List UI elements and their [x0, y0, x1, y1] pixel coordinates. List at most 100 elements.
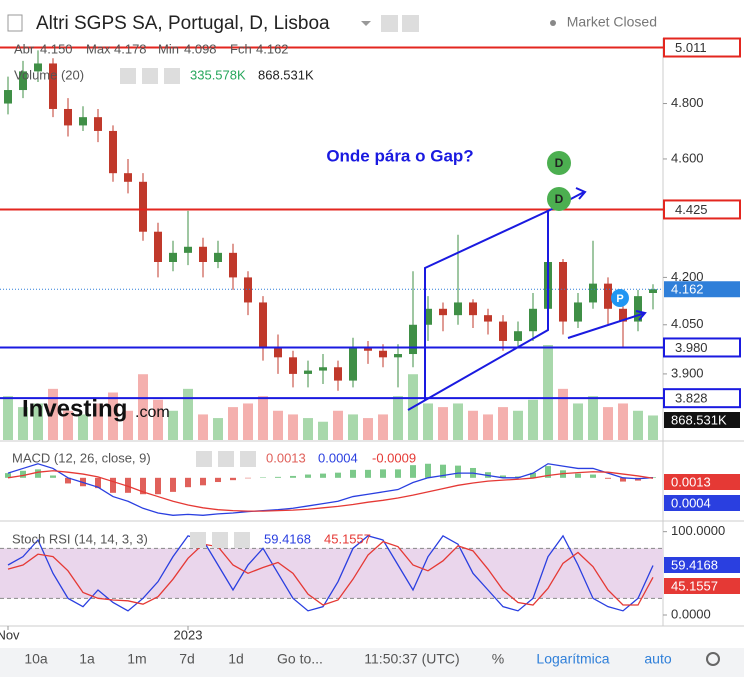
- volume-legend: Volume (20): [14, 67, 84, 82]
- macd-histogram: [230, 477, 236, 481]
- candle-body: [19, 71, 27, 91]
- indicator-title: Stoch RSI (14, 14, 3, 3): [12, 531, 148, 546]
- candle-body: [334, 367, 342, 381]
- macd-histogram: [185, 477, 191, 488]
- status-dot: [550, 20, 556, 26]
- candle-body: [574, 302, 582, 322]
- log-button[interactable]: Logarítmica: [536, 651, 609, 667]
- macd-histogram: [140, 477, 146, 495]
- marker-d[interactable]: [547, 187, 571, 211]
- macd-histogram: [590, 474, 596, 478]
- candle-body: [154, 231, 162, 263]
- settings-icon[interactable]: [381, 15, 398, 32]
- macd-histogram: [5, 473, 11, 478]
- candle-body: [274, 347, 282, 358]
- volume-bar: [18, 407, 28, 440]
- macd-histogram: [620, 477, 626, 482]
- candle-body: [319, 367, 327, 371]
- volume-bar: [138, 374, 148, 440]
- x-tick-label: 2023: [174, 627, 203, 642]
- volume-bar: [108, 392, 118, 440]
- volume-bar: [498, 407, 508, 440]
- plot: 3.900 4.050 4.200 4.600 4.800 5.011 4.425 3.980…: [0, 37, 741, 642]
- range-button[interactable]: 7d: [179, 651, 195, 667]
- candle-body: [454, 302, 462, 316]
- chart-title: Altri SGPS SA, Portugal, D, Lisboa: [36, 13, 330, 34]
- volume-bar: [453, 403, 463, 440]
- volume-bar: [213, 418, 223, 440]
- auto-button[interactable]: auto: [644, 651, 671, 667]
- range-button[interactable]: 1a: [79, 651, 95, 667]
- percent-button[interactable]: %: [492, 651, 504, 667]
- range-button[interactable]: 1d: [228, 651, 244, 667]
- hline-label: 3.980: [675, 340, 708, 355]
- volume-bar: [363, 418, 373, 440]
- hline-label: 3.828: [675, 391, 708, 406]
- candle-body: [364, 347, 372, 351]
- range-button[interactable]: 1m: [127, 651, 146, 667]
- candle-body: [94, 117, 102, 131]
- volume-bar: [528, 399, 538, 440]
- macd-line: [7, 463, 654, 516]
- candle-body: [514, 331, 522, 341]
- goto-button[interactable]: Go to...: [277, 651, 323, 667]
- indicator-value: 59.4168: [264, 531, 311, 546]
- settings-icon[interactable]: [402, 15, 419, 32]
- volume-bar: [543, 345, 553, 440]
- settings-button[interactable]: [706, 652, 720, 666]
- arrow-head: [575, 187, 587, 200]
- hline-box: [663, 37, 741, 58]
- volume-bar: [318, 421, 328, 440]
- range-button[interactable]: 10a: [24, 651, 48, 667]
- candle-body: [4, 90, 12, 104]
- macd-histogram: [305, 474, 311, 478]
- marker-label: P: [616, 293, 623, 305]
- volume-bar: [333, 410, 343, 440]
- candle-body: [469, 302, 477, 316]
- candle-body: [289, 357, 297, 374]
- macd-histogram: [530, 472, 536, 478]
- candle-body: [229, 252, 237, 278]
- candle-body: [604, 283, 612, 309]
- last-price-label: 4.162: [671, 282, 704, 297]
- volume-bar: [33, 403, 43, 440]
- macd-hist-label-box: [664, 474, 740, 490]
- ohlc-value: 4.178: [114, 41, 147, 56]
- macd-histogram: [380, 469, 386, 478]
- logo: Investing: [22, 395, 127, 422]
- volume-bar: [123, 410, 133, 440]
- candle-body: [124, 173, 132, 182]
- stoch-value-label: 45.1557: [671, 578, 718, 593]
- volume-bar: [93, 403, 103, 440]
- symbol-icon[interactable]: [7, 14, 23, 32]
- volume-bar: [243, 403, 253, 440]
- legend-icon: [190, 532, 206, 548]
- channel-lower: [407, 210, 549, 411]
- candle-body: [439, 308, 447, 316]
- legend-icon: [218, 451, 234, 467]
- ohlc-value: 4.150: [40, 41, 73, 56]
- candle-body: [109, 130, 117, 174]
- volume-bar: [603, 407, 613, 440]
- candle-body: [199, 246, 207, 263]
- arrow-head: [635, 310, 647, 321]
- indicator-value: 0.0004: [318, 450, 358, 465]
- candle-body: [214, 252, 222, 263]
- candle-body: [409, 324, 417, 355]
- dropdown-icon[interactable]: [361, 21, 371, 26]
- macd-histogram: [395, 469, 401, 478]
- volume-bar: [63, 410, 73, 440]
- macd-histogram: [350, 469, 356, 478]
- marker-p[interactable]: [611, 289, 629, 307]
- marker-label: D: [555, 192, 564, 206]
- volume-bar: [393, 396, 403, 440]
- indicator-value: -0.0009: [372, 450, 416, 465]
- marker-d[interactable]: [547, 151, 571, 175]
- volume-last: 335.578K: [190, 67, 246, 82]
- trend-line: [567, 312, 646, 339]
- logo-suffix: .com: [135, 404, 170, 421]
- volume-bar: [273, 410, 283, 440]
- candle-body: [49, 63, 57, 109]
- macd-histogram: [320, 473, 326, 478]
